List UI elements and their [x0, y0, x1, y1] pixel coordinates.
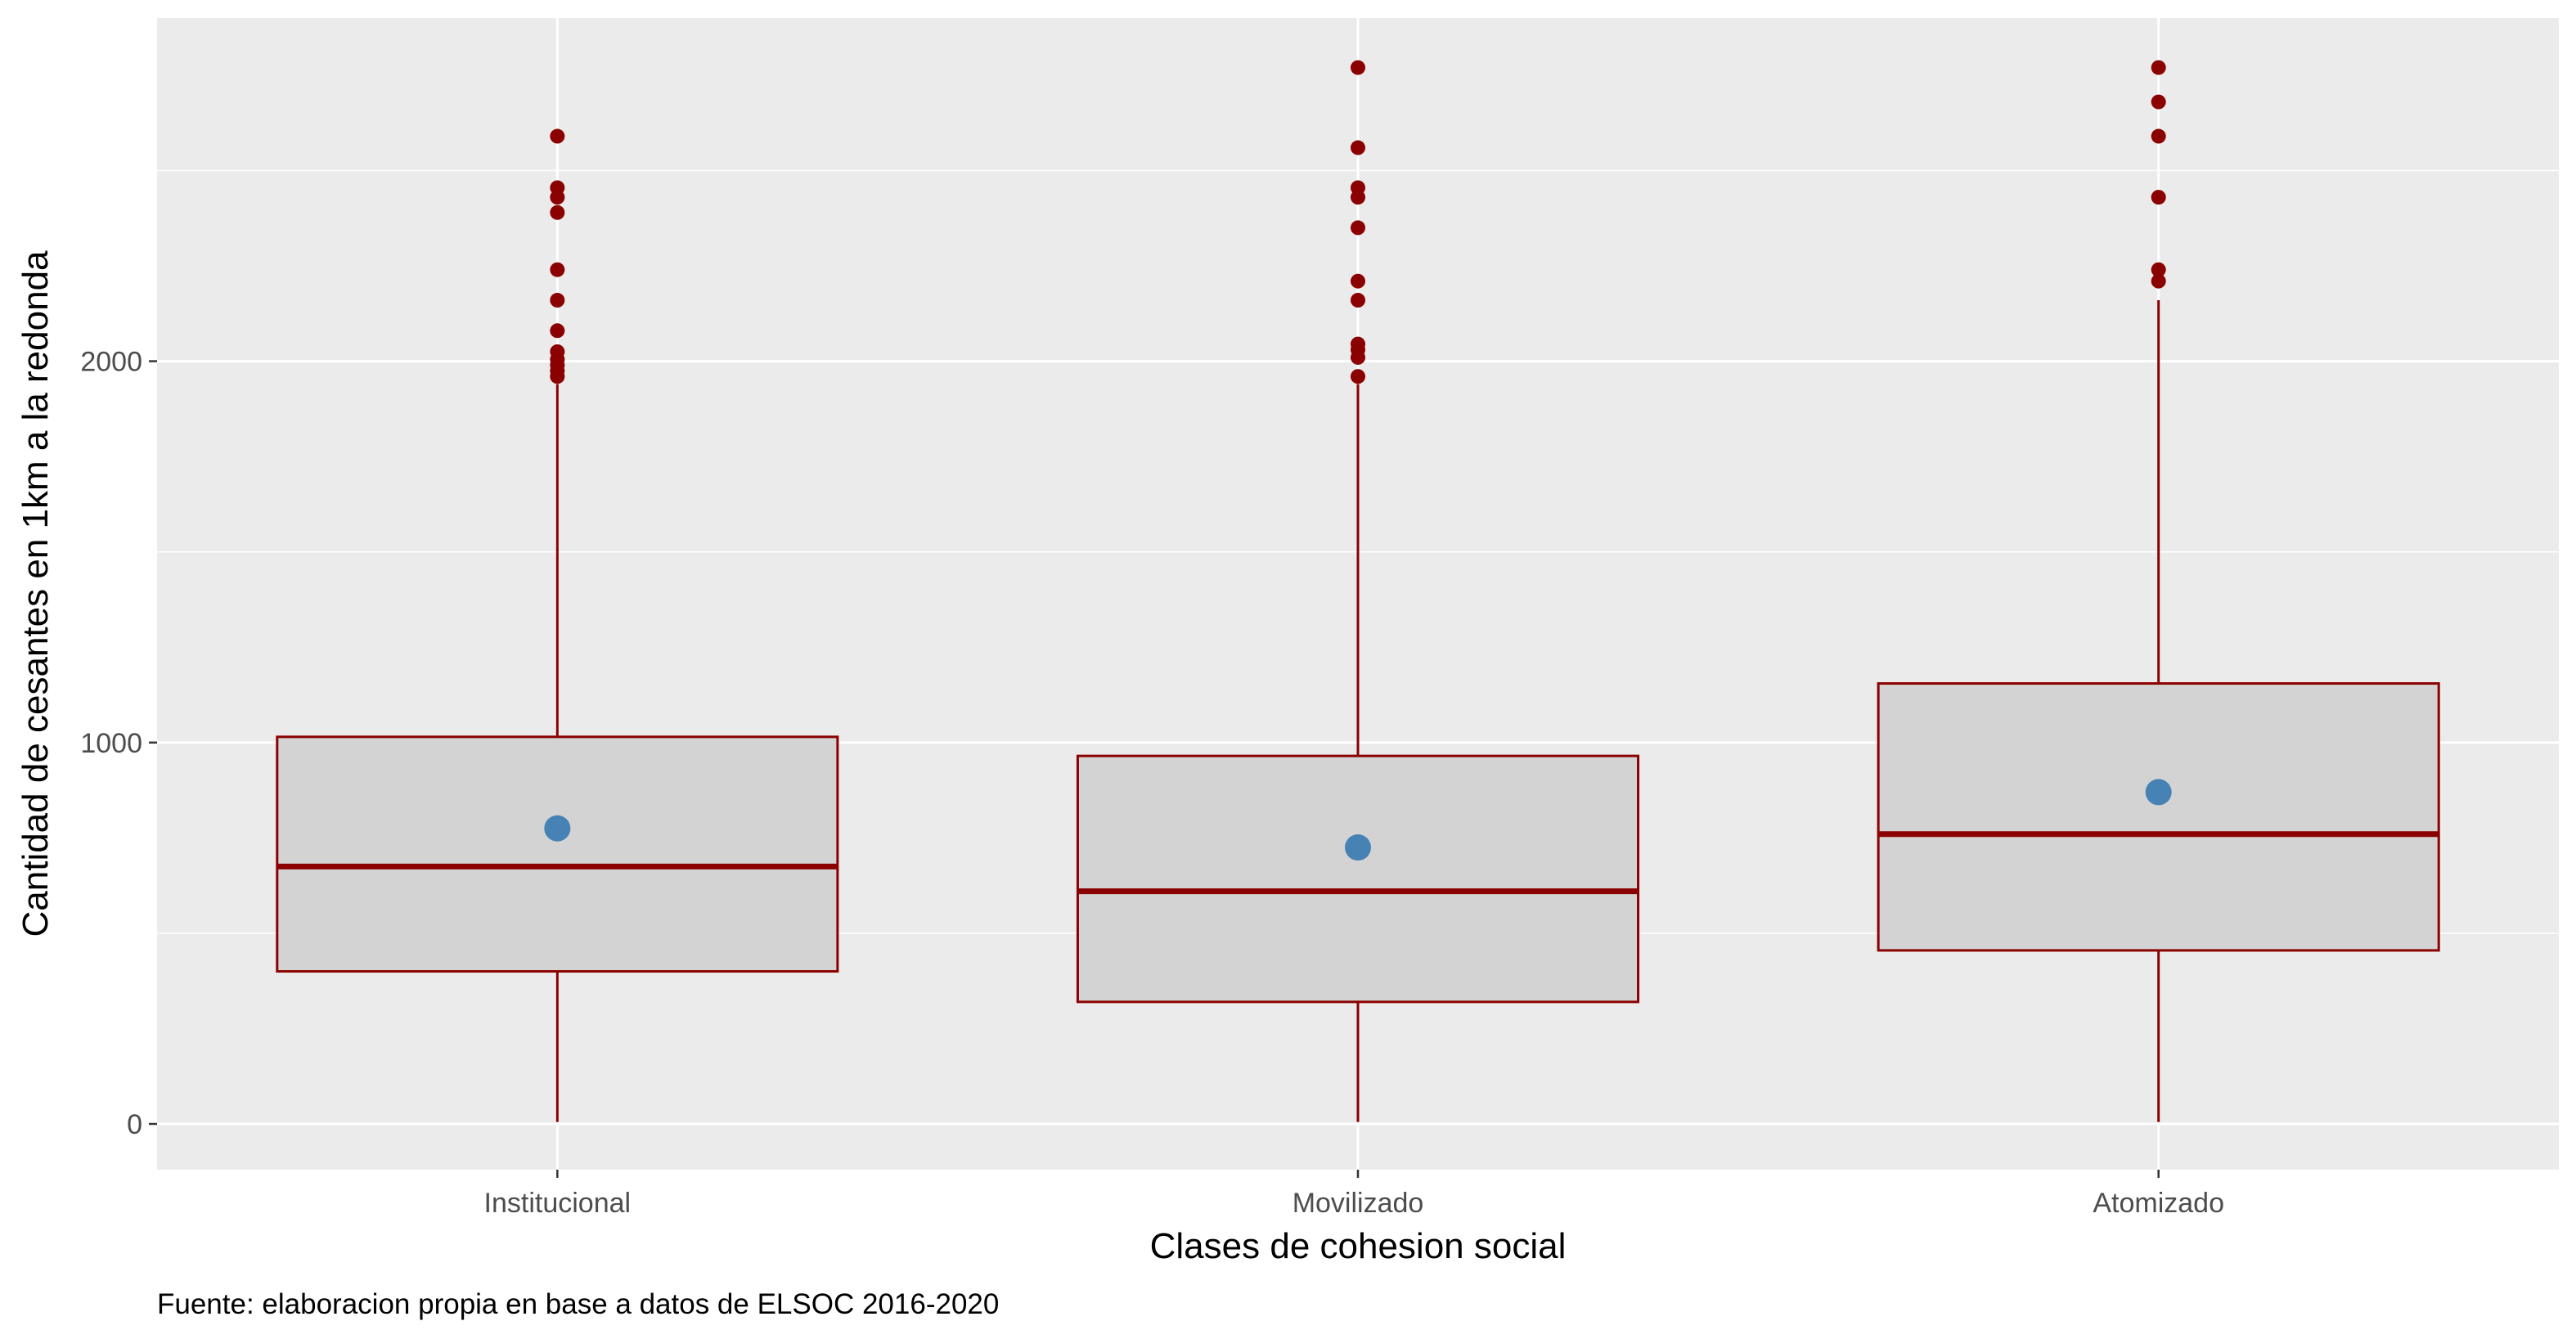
- outlier-point: [1351, 220, 1365, 236]
- y-tick-label: 1000: [80, 728, 142, 759]
- mean-point: [1345, 834, 1371, 861]
- y-tick-label: 0: [127, 1109, 142, 1140]
- outlier-point: [1351, 336, 1365, 352]
- mean-point: [544, 815, 571, 842]
- y-axis-title: Cantidad de cesantes en 1km a la redonda: [16, 250, 56, 937]
- outlier-point: [1351, 180, 1365, 195]
- outlier-point: [1351, 60, 1365, 75]
- mean-point: [2145, 779, 2172, 806]
- outlier-point: [1351, 369, 1365, 384]
- x-tick-label: Institucional: [484, 1188, 632, 1219]
- box-group-movilizado: [1076, 60, 1640, 1122]
- boxes-layer: [276, 60, 2440, 1122]
- chart-caption: Fuente: elaboracion propia en base a dat…: [157, 1288, 999, 1320]
- outlier-point: [1351, 140, 1365, 155]
- outlier-point: [2151, 273, 2166, 289]
- x-tick-label: Atomizado: [2093, 1188, 2224, 1219]
- outlier-point: [550, 262, 565, 277]
- outlier-point: [550, 323, 565, 339]
- iqr-box: [1076, 754, 1640, 1004]
- outlier-point: [550, 204, 565, 220]
- outlier-point: [2151, 262, 2166, 277]
- outlier-point: [550, 128, 565, 144]
- iqr-box: [1877, 682, 2440, 952]
- outlier-point: [2151, 128, 2166, 144]
- x-axis: Institucional Movilizado Atomizado: [484, 1170, 2224, 1219]
- outlier-point: [2151, 94, 2166, 110]
- box-group-atomizado: [1877, 60, 2440, 1122]
- x-tick-label: Movilizado: [1292, 1188, 1424, 1219]
- outlier-point: [550, 344, 565, 359]
- outlier-point: [550, 180, 565, 195]
- y-axis: 0 1000 2000: [80, 347, 157, 1140]
- outlier-point: [1351, 273, 1365, 289]
- outlier-point: [2151, 190, 2166, 205]
- iqr-box: [276, 735, 839, 973]
- outlier-point: [2151, 60, 2166, 75]
- y-tick-label: 2000: [80, 347, 142, 378]
- x-axis-title: Clases de cohesion social: [1150, 1226, 1567, 1266]
- box-group-institucional: [276, 128, 839, 1122]
- outlier-point: [1351, 293, 1365, 308]
- outlier-point: [550, 293, 565, 308]
